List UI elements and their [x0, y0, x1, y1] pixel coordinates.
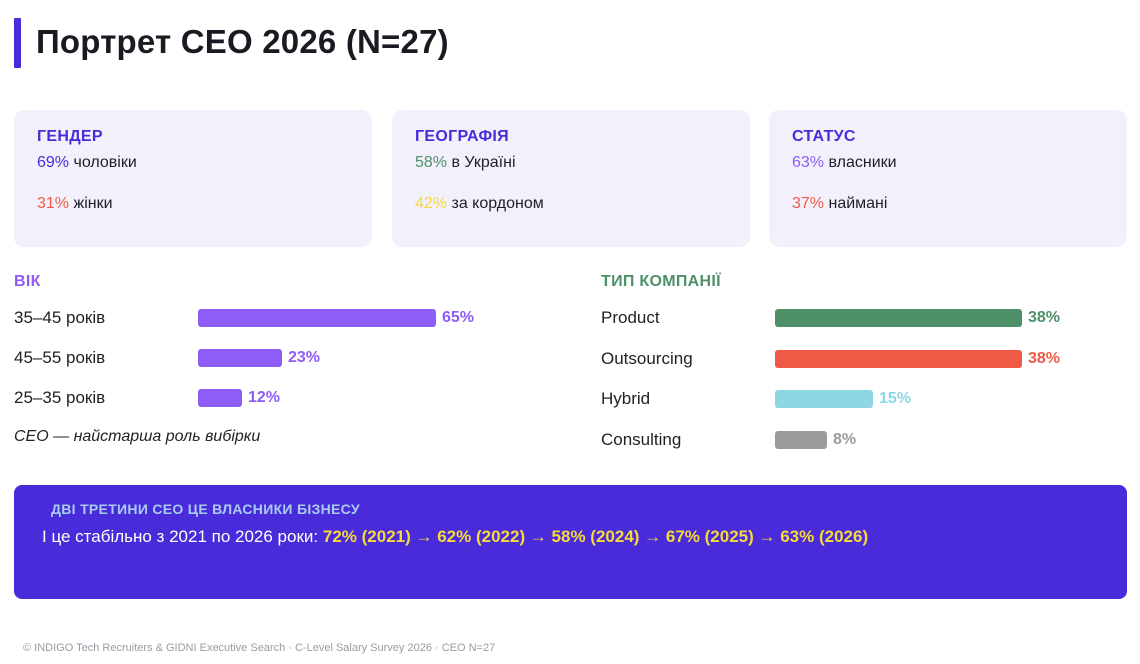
age-label: 35–45 років [14, 308, 106, 327]
status-hired-pct: 37% [792, 195, 825, 212]
company-row: Hybrid 15% [601, 387, 1121, 411]
company-value: 8% [833, 430, 857, 448]
company-value: 15% [879, 390, 912, 407]
status-owners-pct: 63% [792, 154, 825, 171]
company-value: 38% [1028, 309, 1061, 326]
age-row: 25–35 років 12% [14, 386, 534, 410]
age-label: 45–55 років [14, 348, 106, 367]
footer-credit: © INDIGO Tech Recruiters & GIDNI Executi… [23, 642, 496, 654]
status-card: СТАТУС [769, 110, 1127, 247]
gender-row-men: 69% чоловіки [37, 154, 137, 188]
title-accent-bar [14, 18, 21, 68]
age-note: CEO — найстарша роль вибірки [14, 428, 261, 445]
company-label: Product [601, 308, 660, 327]
company-bar [775, 390, 873, 408]
owners-banner: ДВІ ТРЕТИНИ CEO ЦЕ ВЛАСНИКИ БІЗНЕСУ І це… [14, 485, 1127, 599]
banner-heading: ДВІ ТРЕТИНИ CEO ЦЕ ВЛАСНИКИ БІЗНЕСУ [51, 501, 360, 517]
company-bar [775, 349, 1022, 368]
gender-women-text: жінки [73, 195, 113, 212]
banner-text-line: І це стабільно з 2021 по 2026 роки: 72% … [42, 527, 868, 547]
age-value: 65% [442, 309, 475, 326]
gender-row-women: 31% жінки [37, 195, 113, 229]
company-value: 38% [1028, 349, 1061, 367]
banner-text: І це стабільно з 2021 по 2026 роки: [42, 527, 319, 546]
status-row-hired: 37% наймані [792, 195, 887, 229]
age-section-label: ВІК [14, 273, 41, 290]
age-bar [198, 349, 282, 367]
company-bar [775, 309, 1022, 327]
age-value: 23% [288, 349, 321, 366]
status-row-owners: 63% власники [792, 154, 897, 188]
company-bar [775, 430, 827, 449]
age-bar [198, 309, 436, 327]
gender-women-pct: 31% [37, 195, 70, 212]
gender-card-label: ГЕНДЕР [37, 128, 103, 145]
company-row: Consulting 8% [601, 428, 1121, 452]
banner-trend: 72% (2021) → 62% (2022) → 58% (2024) → 6… [322, 527, 869, 546]
status-hired-text: наймані [828, 195, 888, 212]
company-label: Hybrid [601, 389, 651, 408]
gender-men-pct: 69% [37, 154, 70, 171]
gender-men-text: чоловіки [73, 154, 137, 171]
age-bar [198, 389, 242, 407]
company-section-label: ТИП КОМПАНІЇ [601, 273, 721, 290]
geo-abroad-text: за кордоном [451, 195, 544, 212]
age-value: 12% [248, 389, 281, 406]
company-row: Outsourcing 38% [601, 347, 1121, 371]
gender-card: ГЕНДЕР [14, 110, 372, 247]
geo-ukraine-pct: 58% [415, 154, 448, 171]
geo-ukraine-text: в Україні [451, 154, 516, 171]
status-owners-text: власники [828, 154, 897, 171]
company-label: Consulting [601, 429, 682, 449]
geo-card: ГЕОГРАФІЯ [392, 110, 750, 247]
geo-row-abroad: 42% за кордоном [415, 195, 544, 229]
company-label: Outsourcing [601, 348, 693, 368]
geo-row-ukraine: 58% в Україні [415, 154, 516, 188]
age-label: 25–35 років [14, 388, 106, 407]
page-title: Портрет CEO 2026 (N=27) [36, 23, 449, 60]
geo-abroad-pct: 42% [415, 195, 448, 212]
age-row: 35–45 років 65% [14, 306, 534, 330]
company-row: Product 38% [601, 306, 1121, 330]
geo-card-label: ГЕОГРАФІЯ [415, 128, 509, 145]
status-card-label: СТАТУС [792, 128, 856, 145]
age-row: 45–55 років 23% [14, 346, 534, 370]
